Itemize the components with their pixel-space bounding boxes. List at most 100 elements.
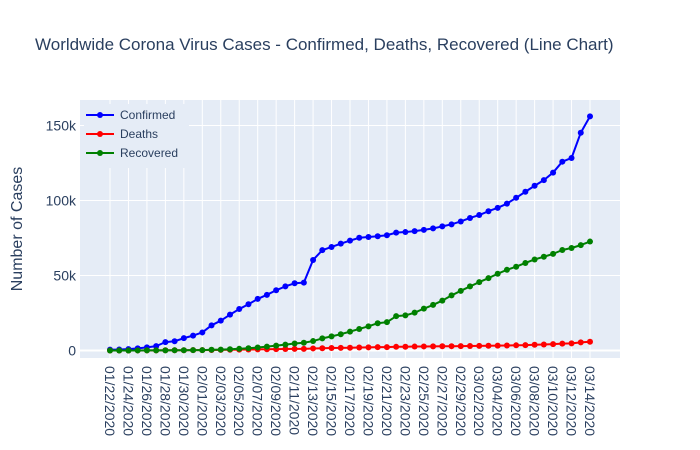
data-point — [457, 218, 464, 225]
data-point — [559, 340, 566, 347]
data-point — [448, 343, 455, 350]
data-point — [467, 214, 473, 221]
data-point — [236, 345, 243, 352]
data-point — [540, 177, 547, 184]
x-tick-label: 03/10/2020 — [545, 366, 561, 436]
data-point — [116, 347, 123, 354]
x-tick-label: 03/02/2020 — [471, 366, 487, 436]
y-tick-label: 50k — [53, 268, 77, 284]
data-point — [513, 194, 520, 201]
data-point — [430, 343, 437, 350]
data-point — [245, 345, 252, 352]
data-point — [430, 225, 437, 232]
data-point — [291, 340, 298, 347]
data-point — [347, 328, 353, 335]
data-point — [365, 344, 372, 351]
data-point — [300, 279, 307, 286]
x-tick-label: 02/19/2020 — [360, 366, 376, 436]
y-tick-label: 150k — [46, 118, 77, 134]
data-point — [153, 343, 160, 350]
data-point — [559, 247, 566, 253]
y-axis-title: Number of Cases — [9, 167, 26, 292]
y-tick-label: 100k — [46, 193, 77, 209]
x-tick-label: 01/30/2020 — [176, 366, 192, 436]
x-tick-label: 01/22/2020 — [102, 366, 118, 436]
data-point — [374, 344, 381, 351]
data-point — [291, 280, 298, 287]
data-point — [494, 342, 501, 349]
data-point — [199, 347, 206, 354]
data-point — [356, 325, 363, 332]
data-point — [300, 339, 307, 346]
data-point — [328, 333, 335, 340]
data-point — [559, 158, 566, 165]
legend[interactable]: Confirmed Deaths Recovered — [84, 104, 189, 168]
data-point — [476, 279, 483, 286]
x-tick-label: 03/04/2020 — [490, 366, 506, 436]
x-tick-labels: 01/22/2020 01/24/2020 01/26/2020 01/28/2020… — [102, 366, 598, 436]
data-point — [503, 200, 510, 207]
data-point — [291, 345, 298, 352]
x-tick-label: 03/12/2020 — [564, 366, 580, 436]
data-point — [263, 291, 270, 298]
data-point — [347, 237, 353, 244]
data-point — [531, 182, 538, 189]
data-point — [503, 266, 510, 273]
data-point — [282, 341, 289, 348]
data-point — [254, 295, 261, 302]
x-tick-label: 02/21/2020 — [379, 366, 395, 436]
chart-title: Worldwide Corona Virus Cases - Confirmed… — [35, 35, 614, 54]
data-point — [337, 240, 344, 247]
legend-label: Recovered — [120, 146, 178, 160]
series-recovered — [107, 238, 593, 354]
x-tick-label: 03/08/2020 — [527, 366, 543, 436]
data-point — [550, 341, 557, 348]
data-point — [347, 344, 353, 351]
data-point — [550, 250, 557, 257]
x-tick-label: 02/17/2020 — [342, 366, 358, 436]
data-point — [439, 223, 446, 230]
data-point — [171, 347, 178, 354]
data-point — [393, 229, 400, 236]
x-tick-label: 02/03/2020 — [213, 366, 229, 436]
legend-item-deaths[interactable]: Deaths — [86, 127, 158, 141]
data-point — [467, 343, 473, 350]
data-point — [485, 342, 492, 349]
data-point — [328, 243, 335, 250]
data-point — [485, 275, 492, 282]
data-point — [402, 312, 409, 319]
x-tick-label: 02/29/2020 — [453, 366, 469, 436]
data-point — [540, 253, 547, 260]
data-point — [383, 344, 390, 351]
data-point — [107, 347, 113, 354]
legend-swatch-marker — [97, 131, 103, 137]
data-point — [199, 329, 206, 336]
data-point — [337, 344, 344, 351]
data-point — [420, 226, 427, 233]
data-point — [522, 188, 529, 195]
x-tick-label: 03/14/2020 — [582, 366, 598, 436]
data-point — [365, 323, 372, 330]
data-point — [134, 347, 141, 354]
data-point — [476, 342, 483, 349]
data-point — [430, 301, 437, 308]
data-point — [217, 346, 224, 353]
series-layer — [107, 113, 593, 354]
x-tick-label: 02/25/2020 — [416, 366, 432, 436]
data-point — [531, 341, 538, 348]
data-point — [180, 335, 187, 342]
data-point — [550, 169, 557, 176]
data-point — [227, 346, 233, 353]
legend-item-recovered[interactable]: Recovered — [86, 146, 178, 160]
data-point — [411, 228, 418, 235]
data-point — [494, 270, 501, 277]
legend-item-confirmed[interactable]: Confirmed — [86, 108, 175, 122]
data-point — [208, 346, 215, 353]
data-point — [522, 259, 529, 266]
y-tick-label: 0 — [68, 343, 76, 359]
legend-label: Deaths — [120, 127, 158, 141]
data-point — [208, 322, 215, 329]
data-point — [393, 343, 400, 350]
series-confirmed — [107, 113, 593, 353]
